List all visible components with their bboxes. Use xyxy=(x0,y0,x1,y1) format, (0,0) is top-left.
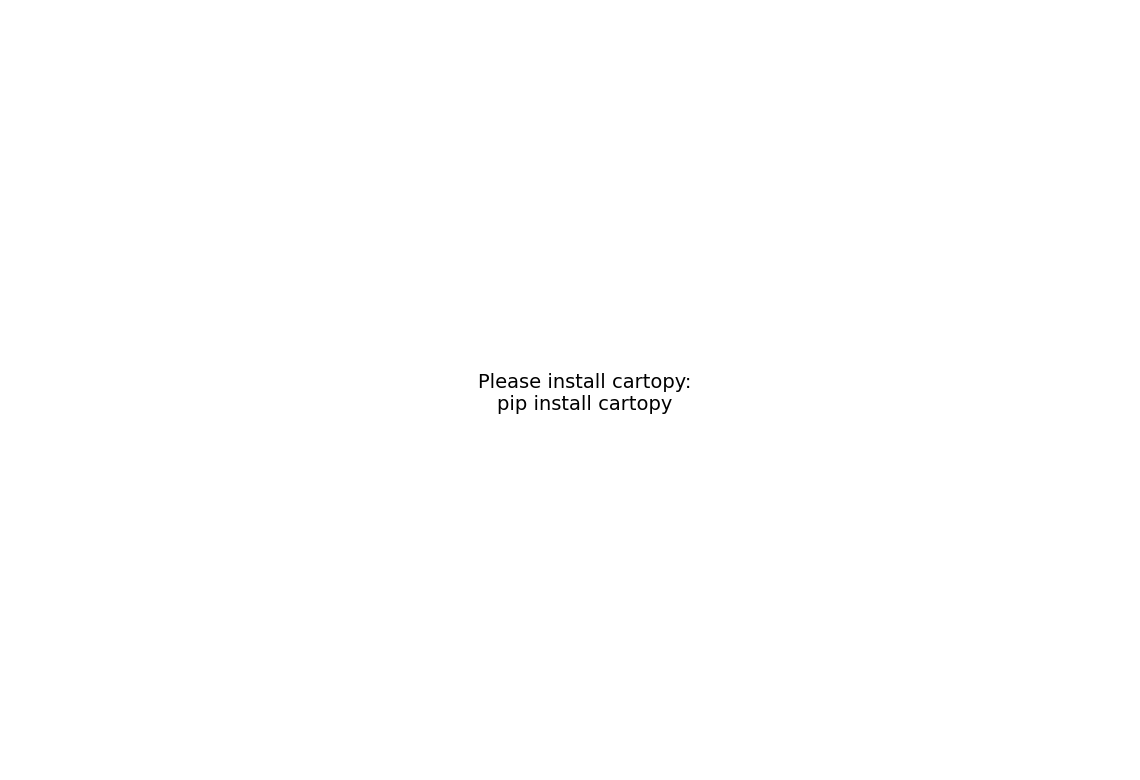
Text: Please install cartopy:
pip install cartopy: Please install cartopy: pip install cart… xyxy=(478,374,691,414)
